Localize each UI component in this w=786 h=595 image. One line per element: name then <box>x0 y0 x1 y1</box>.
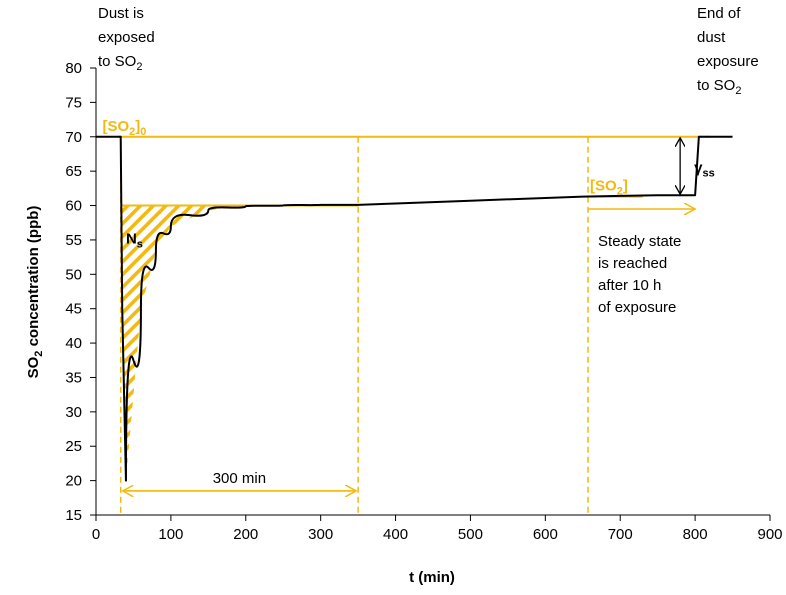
y-tick-label: 60 <box>65 198 82 215</box>
shaded-area-label: Ns <box>126 230 143 250</box>
y-axis-title-pre: SO <box>25 356 42 378</box>
y-tick-label: 55 <box>65 232 82 249</box>
y-tick-label: 45 <box>65 301 82 318</box>
y-tick-label: 65 <box>65 163 82 180</box>
duration-label: 300 min <box>213 470 266 487</box>
x-tick-label: 600 <box>533 526 558 543</box>
steady-state-label: is reached <box>598 255 667 272</box>
y-tick-label: 30 <box>65 404 82 421</box>
end-annotation-last: to SO2 <box>697 77 741 97</box>
x-tick-label: 700 <box>608 526 633 543</box>
x-tick-label: 0 <box>92 526 100 543</box>
y-tick-label: 80 <box>65 60 82 77</box>
start-annotation: Dust is <box>98 5 144 22</box>
y-tick-label: 25 <box>65 438 82 455</box>
start-annotation-last: to SO2 <box>98 53 142 73</box>
start-annotation: exposed <box>98 29 155 46</box>
y-tick-label: 75 <box>65 94 82 111</box>
x-tick-label: 800 <box>683 526 708 543</box>
x-tick-label: 100 <box>158 526 183 543</box>
x-tick-label: 300 <box>308 526 333 543</box>
x-tick-label: 500 <box>458 526 483 543</box>
x-tick-label: 400 <box>383 526 408 543</box>
x-axis-title: t (min) <box>409 569 455 586</box>
y-tick-label: 20 <box>65 473 82 490</box>
reference-label-so2: [SO2] <box>590 178 628 198</box>
y-axis-title: SO2 concentration (ppb) <box>25 206 45 379</box>
y-tick-label: 15 <box>65 507 82 524</box>
series-line <box>96 135 733 482</box>
end-annotation: End of <box>697 5 741 22</box>
y-tick-label: 50 <box>65 266 82 283</box>
steady-state-label: after 10 h <box>598 277 661 294</box>
end-annotation: dust <box>697 29 726 46</box>
end-annotation: exposure <box>697 53 759 70</box>
steady-state-label: Steady state <box>598 233 681 250</box>
gamma-label: γss <box>694 160 715 180</box>
y-axis-title-post: concentration (ppb) <box>25 206 42 351</box>
reference-label-so2-0: [SO2]0 <box>102 118 146 138</box>
x-tick-label: 200 <box>233 526 258 543</box>
y-tick-label: 70 <box>65 129 82 146</box>
x-tick-label: 900 <box>757 526 782 543</box>
y-tick-label: 40 <box>65 335 82 352</box>
y-tick-label: 35 <box>65 369 82 386</box>
y-axis-title-sub: 2 <box>33 351 45 357</box>
shaded-area-ns <box>120 205 291 481</box>
steady-state-label: of exposure <box>598 299 676 316</box>
